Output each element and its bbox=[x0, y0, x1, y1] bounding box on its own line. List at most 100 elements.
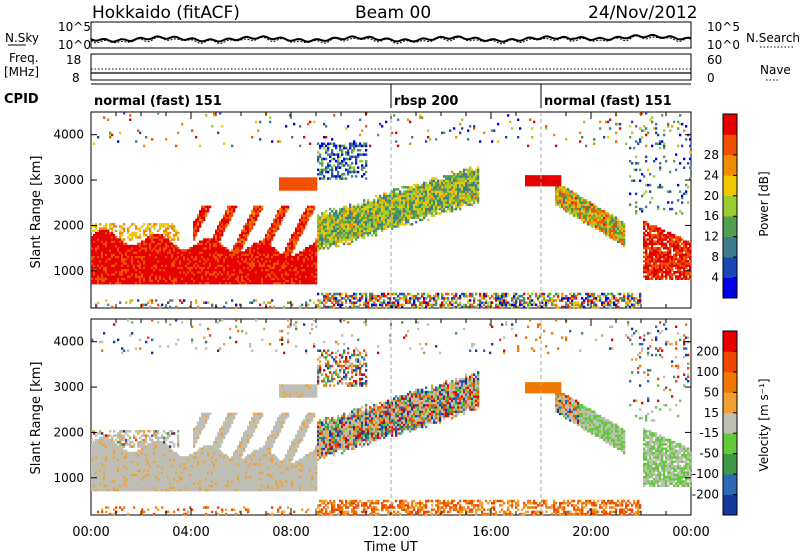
heat-cell bbox=[291, 188, 294, 191]
heat-cell bbox=[149, 255, 152, 259]
heat-cell bbox=[321, 225, 324, 228]
heat-cell bbox=[163, 275, 166, 278]
heat-cell bbox=[333, 175, 336, 178]
heat-cell bbox=[307, 268, 310, 272]
heat-cell bbox=[389, 303, 392, 307]
heat-cell bbox=[253, 268, 256, 272]
heat-cell bbox=[251, 247, 254, 250]
heat-cell bbox=[309, 251, 312, 254]
heat-cell bbox=[229, 255, 232, 259]
heat-cell bbox=[117, 238, 120, 241]
heat-cell bbox=[155, 238, 158, 241]
heat-cell bbox=[163, 240, 166, 243]
heat-cell bbox=[167, 260, 170, 263]
heat-cell bbox=[317, 168, 320, 172]
heat-cell bbox=[129, 260, 132, 263]
heat-cell bbox=[101, 238, 104, 241]
heat-cell bbox=[297, 233, 300, 237]
heat-cell bbox=[125, 262, 128, 265]
heat-cell bbox=[411, 196, 414, 200]
heat-cell bbox=[263, 255, 266, 259]
heat-cell bbox=[365, 231, 368, 235]
heat-cell bbox=[165, 138, 168, 141]
heat-cell bbox=[181, 255, 184, 259]
heat-cell bbox=[189, 249, 192, 252]
heat-cell bbox=[419, 194, 422, 198]
heat-cell bbox=[271, 253, 274, 257]
heat-cell bbox=[101, 253, 104, 257]
heat-cell bbox=[119, 260, 122, 263]
heat-cell bbox=[281, 186, 284, 189]
heat-cell bbox=[273, 249, 276, 252]
heat-cell bbox=[237, 262, 240, 265]
heat-cell bbox=[289, 264, 292, 267]
heat-cell bbox=[109, 253, 112, 257]
heat-cell bbox=[379, 294, 382, 298]
heat-cell bbox=[113, 223, 116, 226]
heat-cell bbox=[203, 244, 206, 248]
heat-cell bbox=[109, 249, 112, 252]
heat-cell bbox=[465, 172, 468, 176]
heat-cell bbox=[111, 238, 114, 241]
heat-cell bbox=[409, 223, 412, 226]
heat-cell bbox=[149, 305, 152, 309]
heat-cell bbox=[425, 212, 428, 215]
heat-cell bbox=[363, 303, 366, 307]
heat-cell bbox=[257, 268, 260, 272]
heat-cell bbox=[407, 201, 410, 204]
heat-cell bbox=[107, 279, 110, 283]
heat-cell bbox=[371, 212, 374, 215]
heat-cell bbox=[379, 194, 382, 198]
heat-cell bbox=[149, 262, 152, 265]
heat-cell bbox=[149, 264, 152, 267]
heat-cell bbox=[491, 301, 494, 304]
heat-cell bbox=[347, 242, 350, 246]
heat-cell bbox=[209, 277, 212, 280]
heat-cell bbox=[443, 131, 446, 135]
heat-cell bbox=[237, 275, 240, 278]
heat-cell bbox=[361, 229, 364, 233]
heat-cell bbox=[223, 216, 226, 220]
heat-cell bbox=[143, 144, 146, 148]
heat-cell bbox=[95, 231, 98, 235]
heat-cell bbox=[311, 275, 314, 278]
heat-cell bbox=[431, 196, 434, 200]
heat-cell bbox=[331, 229, 334, 233]
heat-cell bbox=[447, 207, 450, 211]
heat-cell bbox=[263, 277, 266, 280]
heat-cell bbox=[255, 273, 258, 276]
heat-cell bbox=[389, 199, 392, 202]
heat-cell bbox=[387, 218, 390, 222]
heat-cell bbox=[197, 266, 200, 270]
heat-cell bbox=[479, 299, 482, 302]
heat-cell bbox=[479, 301, 482, 304]
heat-cell bbox=[325, 144, 328, 148]
heat-cell bbox=[443, 196, 446, 200]
heat-cell bbox=[463, 183, 466, 187]
heat-cell bbox=[101, 247, 104, 250]
heat-cell bbox=[371, 225, 374, 228]
heat-cell bbox=[409, 120, 412, 124]
heat-cell bbox=[357, 153, 360, 156]
heat-cell bbox=[93, 238, 96, 241]
heat-cell bbox=[407, 214, 410, 217]
heat-cell bbox=[365, 299, 368, 302]
heat-cell bbox=[479, 303, 482, 307]
heat-cell bbox=[455, 203, 458, 206]
heat-cell bbox=[113, 275, 116, 278]
heat-cell bbox=[285, 181, 288, 185]
heat-cell bbox=[315, 266, 318, 270]
heat-cell bbox=[461, 190, 464, 193]
heat-cell bbox=[403, 223, 406, 226]
heat-cell bbox=[401, 212, 404, 215]
heat-cell bbox=[311, 181, 314, 185]
heat-cell bbox=[263, 275, 266, 278]
heat-cell bbox=[287, 257, 290, 261]
heat-cell bbox=[147, 264, 150, 267]
heat-cell bbox=[335, 292, 338, 296]
heat-cell bbox=[147, 255, 150, 259]
heat-cell bbox=[497, 140, 500, 143]
heat-cell bbox=[245, 233, 248, 237]
heat-cell bbox=[271, 273, 274, 276]
